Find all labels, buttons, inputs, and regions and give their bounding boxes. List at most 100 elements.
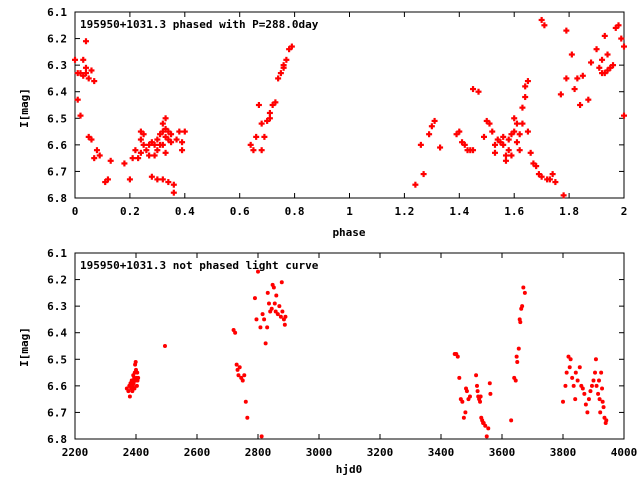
phased-data-point [437,144,444,151]
phased-x-tick-label: 1.2 [394,205,414,218]
unphased-data-point [258,325,263,330]
phased-data-point [505,147,512,154]
unphased-data-point [509,418,514,423]
unphased-data-point [586,397,591,402]
phased-data-point [522,94,529,101]
phased-data-point [85,75,92,82]
unphased-data-point [521,285,526,290]
phased-data-point [96,152,103,159]
phased-data-point [176,128,183,135]
phased-x-axis-label: phase [332,226,365,239]
unphased-data-point [513,378,518,383]
unphased-x-tick-label: 2800 [245,446,272,459]
phased-data-point [253,133,260,140]
phased-data-point [168,139,175,146]
phased-data-point [168,131,175,138]
phased-data-point [179,139,186,146]
unphased-data-point [254,317,259,322]
phased-data-point [82,64,89,71]
unphased-data-point [126,389,131,394]
unphased-data-point [461,415,466,420]
phased-x-tick-label: 1.8 [559,205,579,218]
phased-data-point [82,70,89,77]
phased-data-point [549,171,556,178]
unphased-data-point [457,375,462,380]
unphased-data-point [487,381,492,386]
unphased-data-point [516,346,521,351]
unphased-data-point [570,375,575,380]
phased-data-point [266,109,273,116]
unphased-chart-title: 195950+1031.3 not phased light curve [80,259,319,272]
unphased-data-point [573,370,578,375]
unphased-x-tick-label: 4000 [611,446,638,459]
phased-y-tick-label: 6.2 [47,33,67,46]
unphased-data-point [591,378,596,383]
phased-data-point [93,147,100,154]
phased-data-point [527,149,534,156]
unphased-data-point [596,378,601,383]
phased-x-tick-label: 1.6 [504,205,524,218]
phased-data-point [91,155,98,162]
unphased-data-point [597,397,602,402]
phased-data-point [283,56,290,63]
unphased-data-point [162,344,167,348]
phased-data-point [500,141,507,148]
unphased-data-point [266,301,271,306]
unphased-data-point [488,391,493,396]
unphased-data-point [583,402,588,407]
phased-data-point [255,102,262,108]
phased-data-point [159,141,166,148]
phased-data-point [489,128,496,135]
unphased-data-point [483,423,488,428]
phased-data-point [601,32,608,39]
phased-data-point [585,96,592,103]
phased-data-point [107,157,114,164]
unphased-data-point [272,301,277,306]
phased-data-point [277,70,284,77]
phased-x-tick-label: 0.2 [120,205,140,218]
unphased-data-point [478,399,483,404]
unphased-data-point [594,383,599,388]
phased-data-point [126,176,133,183]
unphased-data-point [242,373,247,378]
phased-data-point [519,104,526,111]
phased-data-point [288,43,295,50]
phased-data-point [513,139,520,146]
unphased-data-point [467,394,472,399]
phased-data-point [266,115,273,122]
phased-data-point [593,46,600,53]
phased-x-tick-label: 1.4 [449,205,469,218]
phased-data-point [431,117,438,124]
unphased-data-point [130,389,135,394]
phased-chart-title: 195950+1031.3 phased with P=288.0day [80,18,319,31]
unphased-data-point [245,415,250,420]
unphased-x-tick-label: 2400 [123,446,150,459]
unphased-y-tick-label: 6.8 [47,433,67,446]
phased-data-point [604,51,611,58]
phased-data-point [516,147,523,154]
phased-data-point [533,163,540,170]
phased-data-point [74,96,81,103]
unphased-data-point [265,290,270,295]
unphased-data-point [271,285,276,290]
unphased-data-point [283,314,288,319]
phased-data-point [151,152,158,159]
unphased-data-point [135,370,140,375]
unphased-data-point [486,426,491,431]
unphased-data-point [240,378,245,383]
phased-data-point [491,149,498,156]
phased-data-point [247,141,254,148]
unphased-data-point [585,410,590,415]
phased-plot-frame [74,11,625,199]
phased-data-point [610,62,617,69]
phased-data-point [258,147,265,154]
phased-data-point [80,56,87,63]
phased-x-tick-label: 2 [621,205,628,218]
phased-data-point [417,141,424,148]
phased-data-point [258,120,265,127]
phased-data-point [159,120,166,127]
phased-data-point [280,62,287,69]
phased-data-point [148,173,155,180]
